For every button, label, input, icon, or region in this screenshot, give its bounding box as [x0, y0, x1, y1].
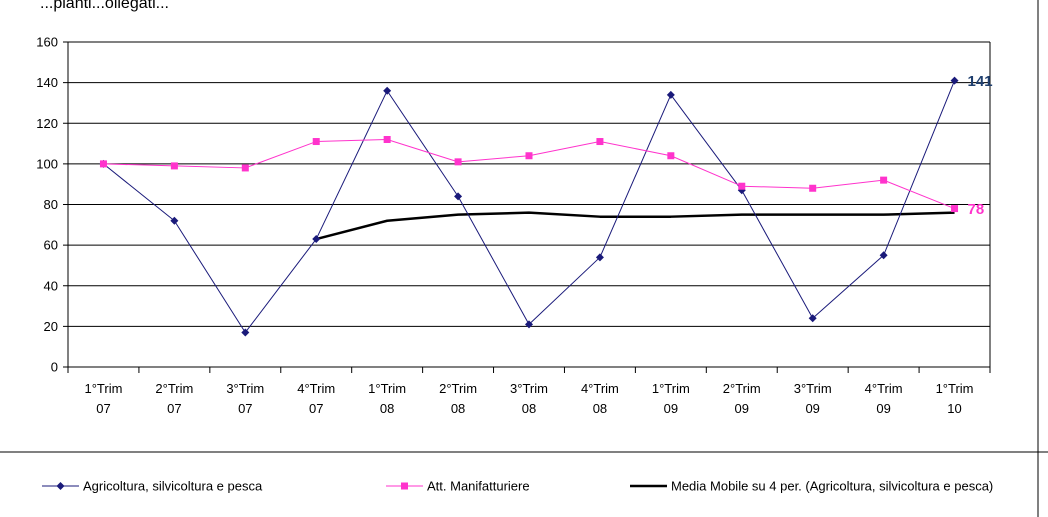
legend-marker-0 — [56, 482, 65, 490]
data-point-manifatturiere — [312, 138, 320, 146]
xtick-label-line2: 07 — [167, 401, 181, 416]
xtick-label-line2: 08 — [593, 401, 607, 416]
data-point-manifatturiere — [951, 205, 959, 213]
xtick-label-line1: 2°Trim — [723, 381, 761, 396]
legend-label-1: Att. Manifatturiere — [427, 479, 530, 494]
data-point-agricoltura — [595, 253, 604, 262]
data-point-agricoltura — [241, 328, 250, 337]
xtick-label-line1: 4°Trim — [297, 381, 335, 396]
xtick-label-line2: 09 — [735, 401, 749, 416]
xtick-label-line1: 2°Trim — [155, 381, 193, 396]
data-point-manifatturiere — [241, 164, 249, 172]
xtick-label-line2: 08 — [380, 401, 394, 416]
xtick-label-line2: 08 — [451, 401, 465, 416]
data-point-agricoltura — [879, 251, 888, 260]
ytick-label-120: 120 — [36, 116, 58, 131]
xtick-label-line2: 07 — [309, 401, 323, 416]
data-point-agricoltura — [454, 192, 463, 201]
data-point-manifatturiere — [880, 176, 888, 184]
legend: Agricoltura, silvicoltura e pesca Att. Ma… — [42, 479, 993, 494]
ytick-label-60: 60 — [44, 238, 58, 253]
ytick-label-140: 140 — [36, 75, 58, 90]
xtick-label-line2: 07 — [96, 401, 110, 416]
xtick-label-line1: 4°Trim — [865, 381, 903, 396]
data-point-manifatturiere — [99, 160, 107, 168]
ytick-label-20: 20 — [44, 319, 58, 334]
top-cutoff-text: ...pianti...ollegati... — [40, 0, 169, 12]
legend-label-2: Media Mobile su 4 per. (Agricoltura, sil… — [671, 479, 993, 494]
xtick-label-line1: 1°Trim — [368, 381, 406, 396]
data-point-manifatturiere — [738, 182, 746, 190]
xtick-label-line1: 3°Trim — [510, 381, 548, 396]
series — [99, 76, 959, 337]
data-point-agricoltura — [383, 86, 392, 95]
data-point-manifatturiere — [596, 138, 604, 146]
data-point-agricoltura — [312, 235, 321, 244]
gridlines — [68, 41, 990, 327]
data-point-agricoltura — [525, 320, 533, 329]
ytick-label-160: 160 — [36, 35, 58, 50]
data-point-manifatturiere — [383, 136, 391, 143]
end-label-0: 141 — [968, 73, 993, 90]
xtick-label-line2: 09 — [805, 401, 819, 416]
ytick-label-80: 80 — [44, 197, 58, 212]
series-line-2 — [315, 211, 955, 241]
data-point-agricoltura — [808, 314, 817, 323]
xtick-label-line2: 07 — [238, 401, 252, 416]
data-point-manifatturiere — [809, 184, 817, 192]
legend-marker-1 — [401, 482, 408, 490]
xtick-label-line1: 4°Trim — [581, 381, 619, 396]
x-tick-labels: 1°Trim 07 2°Trim 07 3°Trim 07 4°Trim 07 1°Trim 08… — [84, 381, 973, 416]
data-point-agricoltura — [170, 216, 179, 225]
xtick-label-line2: 09 — [876, 401, 890, 416]
ytick-label-40: 40 — [44, 278, 58, 293]
axes — [63, 41, 991, 373]
data-point-manifatturiere — [525, 152, 533, 160]
data-point-manifatturiere — [170, 162, 178, 170]
data-point-manifatturiere — [454, 158, 462, 166]
ytick-label-0: 0 — [51, 360, 58, 375]
xtick-label-line2: 09 — [664, 401, 678, 416]
series-line-1 — [103, 139, 955, 210]
xtick-label-line1: 1°Trim — [84, 381, 122, 396]
xtick-label-line1: 3°Trim — [226, 381, 264, 396]
xtick-label-line2: 08 — [522, 401, 536, 416]
xtick-label-line1: 1°Trim — [936, 381, 974, 396]
legend-label-0: Agricoltura, silvicoltura e pesca — [83, 479, 263, 494]
data-point-manifatturiere — [667, 152, 675, 160]
data-point-agricoltura — [950, 76, 959, 85]
xtick-label-line1: 2°Trim — [439, 381, 477, 396]
xtick-label-line1: 1°Trim — [652, 381, 690, 396]
xtick-label-line1: 3°Trim — [794, 381, 832, 396]
end-labels: 141 78 — [968, 73, 993, 218]
y-tick-labels: 0 20 40 60 80 100 120 140 160 — [36, 35, 58, 375]
xtick-label-line2: 10 — [947, 401, 961, 416]
end-label-1: 78 — [968, 201, 985, 218]
series-line-0 — [103, 80, 956, 333]
ytick-label-100: 100 — [36, 156, 58, 171]
data-point-agricoltura — [666, 90, 675, 99]
